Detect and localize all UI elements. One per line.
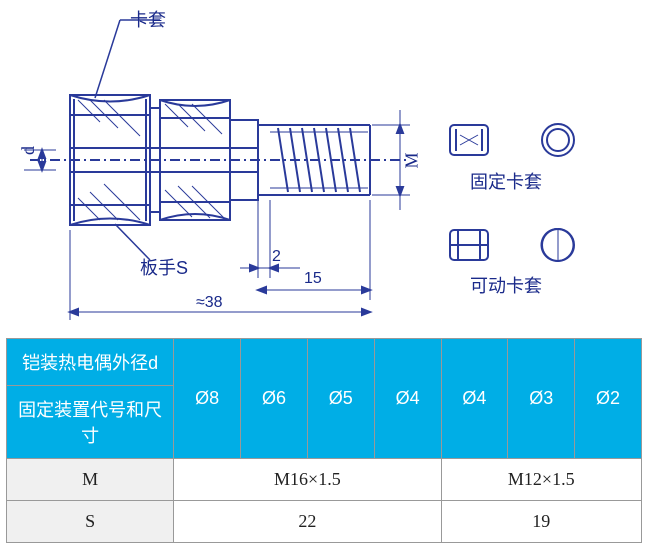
col-d4a: Ø4 xyxy=(374,339,441,459)
fixed-ferrule-label: 固定卡套 xyxy=(470,168,542,194)
col-d6: Ø6 xyxy=(241,339,308,459)
engineering-diagram: 卡套 板手S d M 2 15 ≈38 固定卡套 可动卡套 xyxy=(0,0,650,330)
dim-38-label: ≈38 xyxy=(196,294,223,312)
table-row: S 22 19 xyxy=(7,501,642,543)
spec-table: 铠装热电偶外径d Ø8 Ø6 Ø5 Ø4 Ø4 Ø3 Ø2 固定装置代号和尺寸 … xyxy=(6,338,642,543)
table-row: 铠装热电偶外径d Ø8 Ø6 Ø5 Ø4 Ø4 Ø3 Ø2 xyxy=(7,339,642,386)
fitting-svg xyxy=(0,0,650,330)
table-row: M M16×1.5 M12×1.5 xyxy=(7,459,642,501)
m-value-group2: M12×1.5 xyxy=(441,459,642,501)
dim-15-label: 15 xyxy=(304,270,322,288)
dim-d-label: d xyxy=(18,146,39,155)
col-d5: Ø5 xyxy=(307,339,374,459)
col-d3: Ø3 xyxy=(508,339,575,459)
dim-2-label: 2 xyxy=(272,248,281,266)
header-spec: 固定装置代号和尺寸 xyxy=(7,386,174,459)
col-d2: Ø2 xyxy=(575,339,642,459)
header-diameter: 铠装热电偶外径d xyxy=(7,339,174,386)
s-value-group1: 22 xyxy=(174,501,441,543)
dim-m-label: M xyxy=(402,152,423,168)
col-d8: Ø8 xyxy=(174,339,241,459)
wrench-s-label: 板手S xyxy=(140,254,188,280)
row-m-label: M xyxy=(7,459,174,501)
s-value-group2: 19 xyxy=(441,501,642,543)
ferrule-label: 卡套 xyxy=(130,6,166,32)
movable-ferrule-label: 可动卡套 xyxy=(470,272,542,298)
m-value-group1: M16×1.5 xyxy=(174,459,441,501)
col-d4b: Ø4 xyxy=(441,339,508,459)
row-s-label: S xyxy=(7,501,174,543)
